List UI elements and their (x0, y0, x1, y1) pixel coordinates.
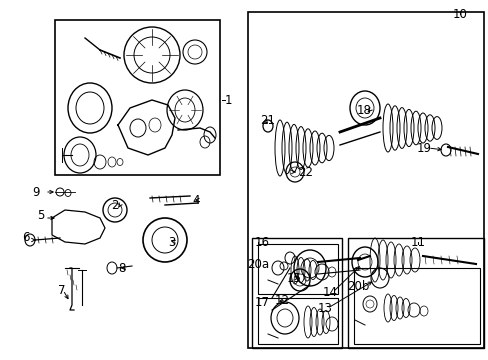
Text: 1: 1 (224, 94, 231, 107)
Text: 10: 10 (451, 8, 467, 21)
Bar (353, 268, 479, 344)
Bar (251, 238, 341, 348)
Text: 13: 13 (317, 302, 332, 315)
Text: 20a: 20a (246, 257, 268, 270)
Text: 8: 8 (118, 261, 125, 274)
Text: 9: 9 (32, 185, 40, 198)
Text: 15: 15 (286, 271, 301, 284)
Text: 4: 4 (192, 194, 199, 207)
Text: 11: 11 (409, 235, 425, 248)
Text: 2: 2 (111, 198, 119, 212)
Bar (347, 238, 483, 348)
Text: 5: 5 (37, 208, 44, 221)
Bar (258, 244, 337, 294)
Text: 3: 3 (168, 235, 175, 248)
Bar (55, 20, 220, 175)
Text: 17: 17 (254, 296, 269, 309)
Bar (258, 298, 337, 344)
Text: 16: 16 (254, 235, 269, 248)
Text: 19: 19 (416, 141, 430, 154)
Text: 20b: 20b (346, 279, 368, 292)
Bar (247, 12, 483, 348)
Text: 7: 7 (58, 284, 65, 297)
Text: 6: 6 (22, 230, 30, 243)
Text: 14: 14 (322, 285, 337, 298)
Text: 18: 18 (356, 104, 371, 117)
Text: 22: 22 (297, 166, 312, 179)
Text: 21: 21 (260, 113, 274, 126)
Text: 12: 12 (274, 293, 289, 306)
